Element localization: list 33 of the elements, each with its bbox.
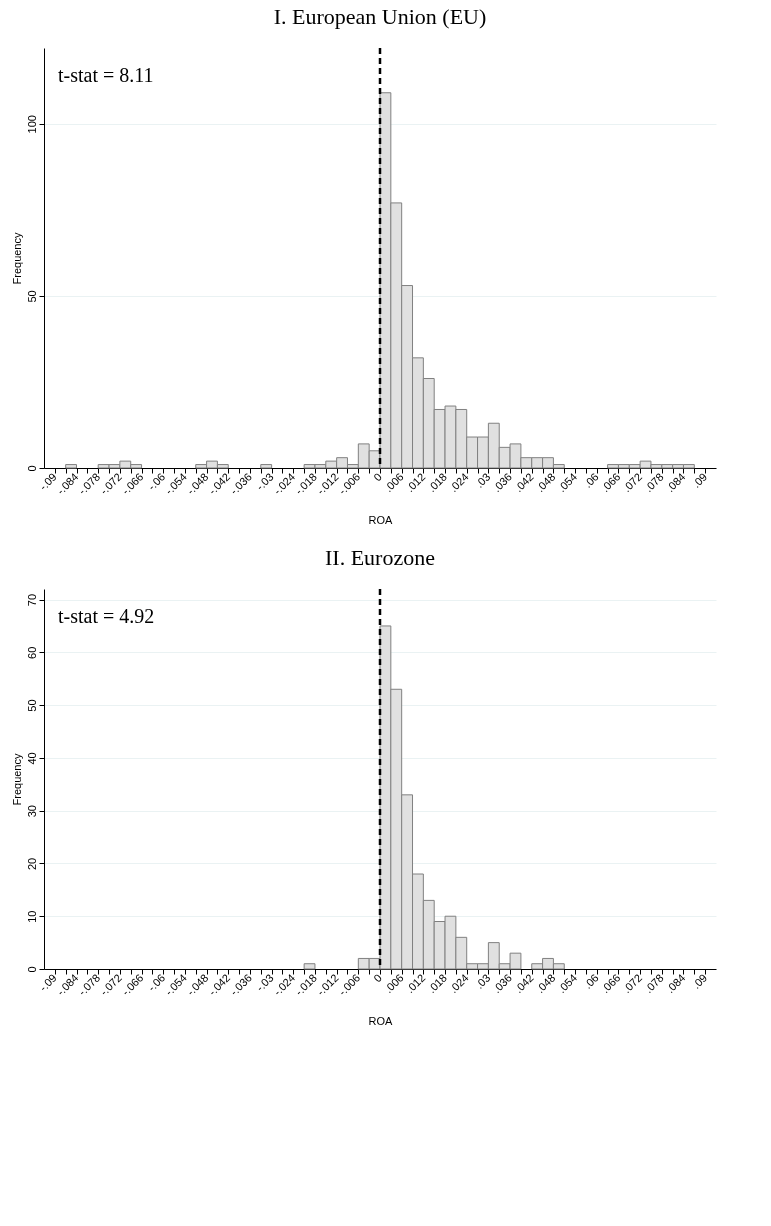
y-tick-label: 60 — [25, 646, 38, 659]
x-tick-label: -.06 — [145, 470, 168, 493]
chart-title: II. Eurozone — [325, 544, 435, 570]
y-tick-label: 100 — [25, 115, 38, 134]
x-tick-label: -.09 — [36, 971, 59, 994]
y-tick-label: 20 — [25, 857, 38, 871]
annotation: t-stat = 8.11 — [58, 64, 154, 86]
y-tick-label: 70 — [25, 593, 38, 607]
x-tick-label: .09 — [689, 971, 710, 991]
chart-title: I. European Union (EU) — [273, 3, 487, 29]
y-tick-label: 40 — [25, 752, 38, 765]
y-tick-label: 0 — [25, 966, 38, 973]
x-tick-label: 0 — [371, 971, 385, 985]
x-tick-label: -.09 — [36, 470, 59, 493]
y-tick-label: 10 — [25, 910, 38, 923]
x-tick-label: .03 — [473, 971, 493, 991]
y-axis-title: Frequency — [10, 232, 23, 285]
y-tick-label: 30 — [25, 805, 38, 818]
x-tick-label: -.06 — [145, 971, 168, 994]
x-tick-label: -.03 — [253, 971, 276, 994]
annotation: t-stat = 4.92 — [58, 605, 155, 627]
y-axis-title: Frequency — [10, 753, 23, 806]
y-tick-label: 50 — [25, 290, 38, 303]
x-axis-title: ROA — [368, 1014, 394, 1027]
x-tick-label: 0 — [371, 470, 385, 484]
x-tick-label: .09 — [689, 470, 710, 490]
x-axis-title: ROA — [368, 513, 394, 526]
x-tick-label: .03 — [473, 470, 493, 490]
x-tick-label: -.03 — [253, 470, 276, 493]
y-tick-label: 0 — [25, 465, 38, 472]
x-tick-label: .06 — [581, 470, 601, 490]
y-tick-label: 50 — [25, 699, 38, 712]
x-tick-label: .06 — [581, 971, 601, 991]
